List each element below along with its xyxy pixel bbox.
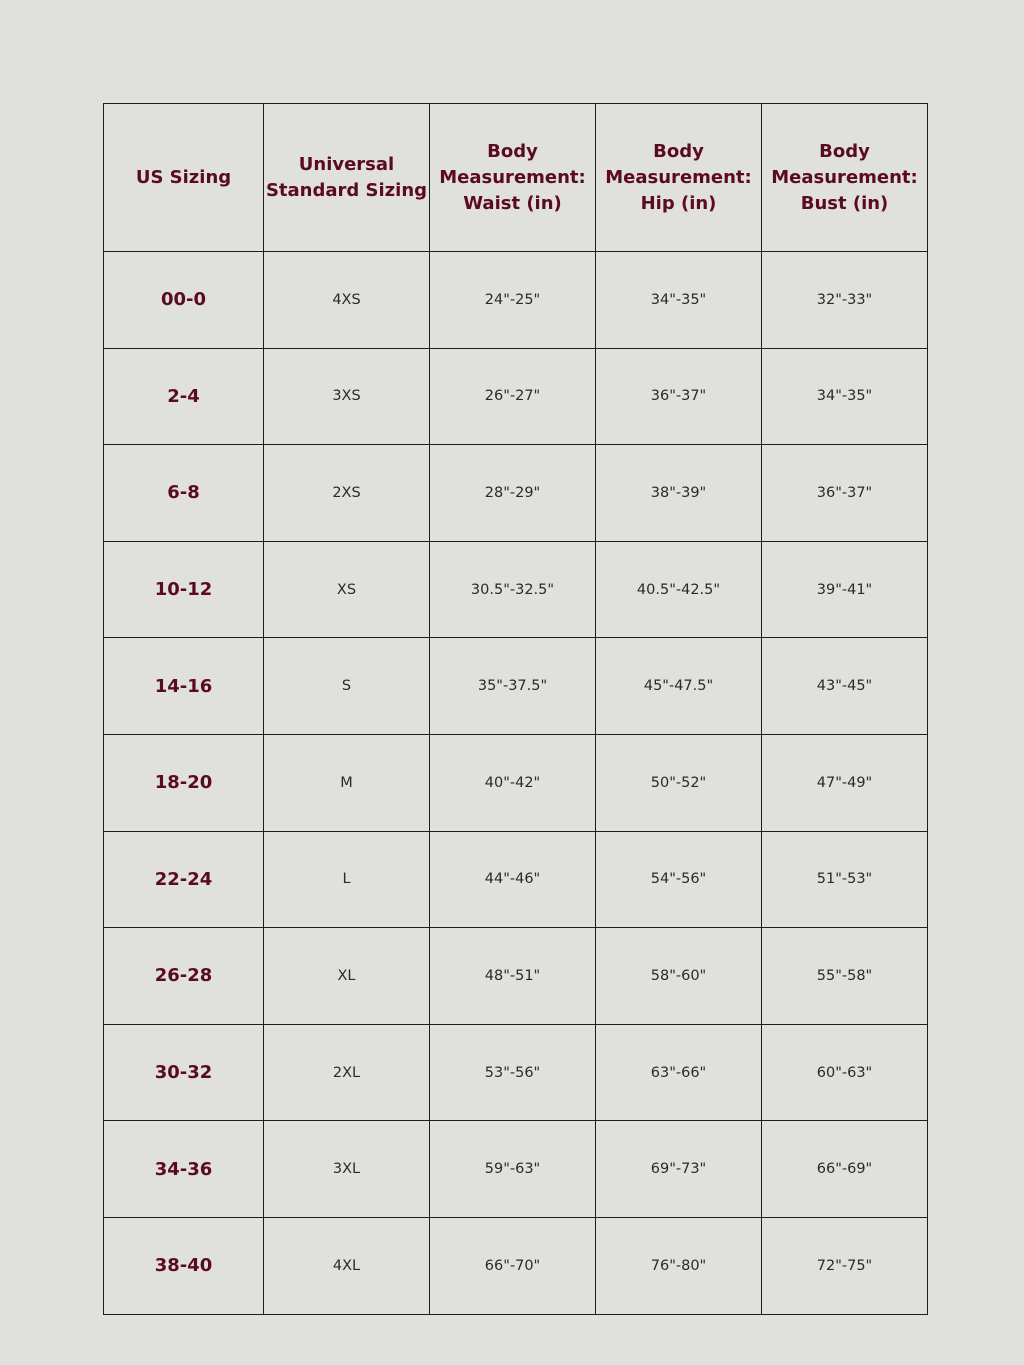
cell-hip: 36"-37" <box>595 347 762 446</box>
table-row: 00-0 4XS 24"-25" 34"-35" 32"-33" <box>103 251 928 349</box>
cell-us-size: 34-36 <box>103 1120 264 1218</box>
cell-universal-size: XL <box>263 927 430 1025</box>
cell-universal-size: L <box>263 830 430 929</box>
table-row: 10-12 XS 30.5"-32.5" 40.5"-42.5" 39"-41" <box>103 540 928 639</box>
cell-hip: 50"-52" <box>595 733 762 832</box>
cell-universal-size: 4XL <box>263 1216 430 1315</box>
cell-bust: 39"-41" <box>761 540 928 639</box>
cell-waist: 28"-29" <box>429 444 596 542</box>
table-row: 22-24 L 44"-46" 54"-56" 51"-53" <box>103 830 928 929</box>
cell-universal-size: 2XS <box>263 444 430 542</box>
cell-bust: 32"-33" <box>761 251 928 349</box>
cell-universal-size: 4XS <box>263 251 430 349</box>
cell-waist: 44"-46" <box>429 830 596 929</box>
table-row: 14-16 S 35"-37.5" 45"-47.5" 43"-45" <box>103 637 928 735</box>
cell-bust: 60"-63" <box>761 1023 928 1122</box>
cell-bust: 43"-45" <box>761 637 928 735</box>
cell-universal-size: M <box>263 733 430 832</box>
cell-hip: 40.5"-42.5" <box>595 540 762 639</box>
cell-waist: 40"-42" <box>429 733 596 832</box>
cell-waist: 35"-37.5" <box>429 637 596 735</box>
cell-hip: 63"-66" <box>595 1023 762 1122</box>
cell-bust: 51"-53" <box>761 830 928 929</box>
cell-hip: 76"-80" <box>595 1216 762 1315</box>
header-us-sizing: US Sizing <box>103 103 264 252</box>
cell-us-size: 38-40 <box>103 1216 264 1315</box>
cell-us-size: 30-32 <box>103 1023 264 1122</box>
table-row: 34-36 3XL 59"-63" 69"-73" 66"-69" <box>103 1120 928 1218</box>
cell-us-size: 26-28 <box>103 927 264 1025</box>
table-row: 6-8 2XS 28"-29" 38"-39" 36"-37" <box>103 444 928 542</box>
cell-us-size: 22-24 <box>103 830 264 929</box>
cell-waist: 30.5"-32.5" <box>429 540 596 639</box>
cell-waist: 66"-70" <box>429 1216 596 1315</box>
cell-waist: 59"-63" <box>429 1120 596 1218</box>
header-hip: Body Measurement: Hip (in) <box>595 103 762 252</box>
cell-us-size: 00-0 <box>103 251 264 349</box>
header-universal-sizing: Universal Standard Sizing <box>263 103 430 252</box>
table-row: 26-28 XL 48"-51" 58"-60" 55"-58" <box>103 927 928 1025</box>
cell-waist: 26"-27" <box>429 347 596 446</box>
cell-waist: 48"-51" <box>429 927 596 1025</box>
cell-us-size: 6-8 <box>103 444 264 542</box>
cell-waist: 53"-56" <box>429 1023 596 1122</box>
cell-bust: 47"-49" <box>761 733 928 832</box>
cell-bust: 66"-69" <box>761 1120 928 1218</box>
cell-us-size: 14-16 <box>103 637 264 735</box>
cell-us-size: 10-12 <box>103 540 264 639</box>
cell-hip: 58"-60" <box>595 927 762 1025</box>
cell-waist: 24"-25" <box>429 251 596 349</box>
cell-universal-size: XS <box>263 540 430 639</box>
cell-universal-size: S <box>263 637 430 735</box>
header-row: US Sizing Universal Standard Sizing Body… <box>103 103 928 252</box>
table-row: 18-20 M 40"-42" 50"-52" 47"-49" <box>103 733 928 832</box>
cell-hip: 54"-56" <box>595 830 762 929</box>
cell-hip: 38"-39" <box>595 444 762 542</box>
size-chart-table: US Sizing Universal Standard Sizing Body… <box>103 103 928 1315</box>
header-bust: Body Measurement: Bust (in) <box>761 103 928 252</box>
cell-bust: 36"-37" <box>761 444 928 542</box>
header-waist: Body Measurement: Waist (in) <box>429 103 596 252</box>
table-body: 00-0 4XS 24"-25" 34"-35" 32"-33" 2-4 3XS 26"-27… <box>103 251 928 1315</box>
cell-universal-size: 3XL <box>263 1120 430 1218</box>
cell-bust: 55"-58" <box>761 927 928 1025</box>
cell-us-size: 18-20 <box>103 733 264 832</box>
table-row: 30-32 2XL 53"-56" 63"-66" 60"-63" <box>103 1023 928 1122</box>
cell-bust: 34"-35" <box>761 347 928 446</box>
cell-universal-size: 3XS <box>263 347 430 446</box>
cell-hip: 45"-47.5" <box>595 637 762 735</box>
cell-us-size: 2-4 <box>103 347 264 446</box>
table-row: 38-40 4XL 66"-70" 76"-80" 72"-75" <box>103 1216 928 1315</box>
cell-universal-size: 2XL <box>263 1023 430 1122</box>
cell-hip: 69"-73" <box>595 1120 762 1218</box>
table-row: 2-4 3XS 26"-27" 36"-37" 34"-35" <box>103 347 928 446</box>
cell-bust: 72"-75" <box>761 1216 928 1315</box>
cell-hip: 34"-35" <box>595 251 762 349</box>
